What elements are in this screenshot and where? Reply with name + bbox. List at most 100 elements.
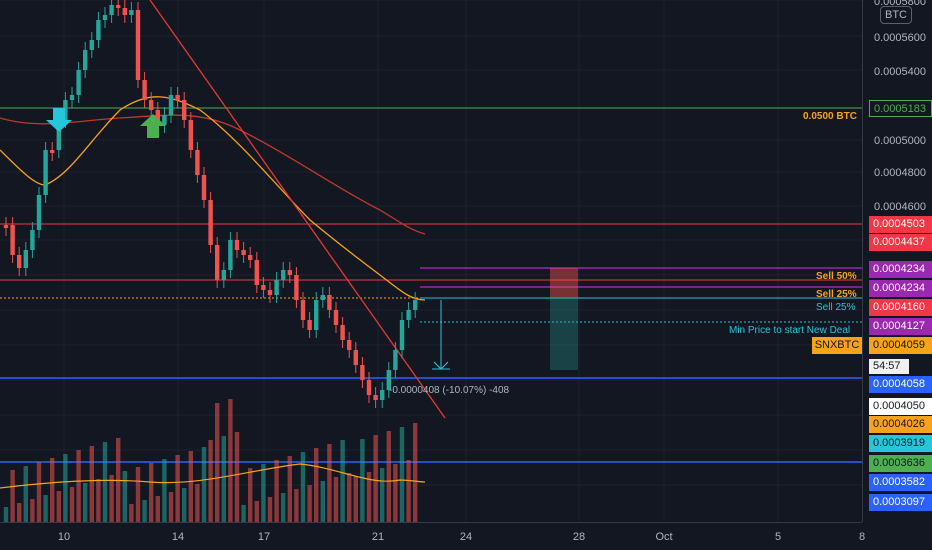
volume-bar [188, 451, 193, 522]
candle-body [406, 310, 411, 320]
candle-body [314, 300, 319, 330]
volume-bar [102, 442, 108, 522]
price-badge: 0.0003097 [869, 494, 932, 511]
volume-bar [149, 463, 154, 522]
volume-bar [294, 489, 299, 522]
volume-bar [314, 448, 319, 522]
candle-body [43, 150, 48, 195]
time-label: Oct [655, 531, 673, 543]
volume-bar [373, 435, 378, 522]
time-axis[interactable]: 10 14 17 21 24 28 Oct 5 8 [0, 522, 865, 550]
volume-bar [333, 477, 339, 522]
candle-body [168, 95, 174, 115]
candle-body [373, 395, 378, 400]
candle-body [17, 255, 22, 268]
candle-body [327, 295, 332, 310]
volume-bar [36, 462, 42, 522]
volume-bar [69, 487, 75, 522]
candle-body [116, 5, 121, 8]
volume-bar [162, 459, 167, 522]
volume-bar [347, 473, 352, 522]
price-badge: 0.0004059 [869, 337, 932, 354]
volume-bar [89, 446, 94, 522]
candle-body [228, 240, 233, 270]
volume-bar [135, 467, 141, 522]
candle-body [386, 370, 391, 390]
candle-body [413, 300, 418, 310]
price-scale[interactable]: 0.0005800 0.0005600 0.0005400 0.0005000 … [862, 0, 932, 522]
down-arrow-icon [46, 108, 72, 132]
volume-bar [3, 507, 9, 522]
price-badge: 0.0004058 [869, 376, 932, 393]
candle-body [215, 245, 220, 280]
candle-body [287, 270, 292, 275]
price-tick: 0.0005400 [874, 66, 926, 78]
candle-body [83, 50, 88, 70]
price-badge: 0.0004050 [869, 398, 932, 415]
volume-bar [267, 497, 273, 522]
volume-bar [168, 492, 174, 522]
volume-bar [23, 466, 28, 522]
target-line-label: 0.0500 BTC [803, 111, 857, 122]
volume-bar [353, 476, 358, 522]
volume-bar [83, 483, 88, 522]
candle-body [300, 300, 306, 320]
candle-body [175, 95, 180, 100]
candle-body [201, 175, 207, 200]
candle-body [320, 295, 325, 300]
candle-body [241, 250, 246, 255]
price-tick: 0.0005600 [874, 32, 926, 44]
volume-bar [215, 403, 220, 522]
candle-body [89, 40, 94, 50]
sell-25-label-secondary: Sell 25% [816, 302, 856, 313]
time-label: 14 [171, 531, 185, 543]
profit-zone [550, 268, 578, 298]
price-badge: 0.0005183 [869, 100, 932, 117]
candle-body [234, 240, 240, 250]
volume-bar [10, 470, 15, 522]
candle-body [129, 10, 134, 15]
candle-body [96, 20, 101, 40]
candle-body [340, 325, 345, 340]
price-badge: 0.0004234 [869, 280, 932, 297]
ma-fast-line [0, 96, 426, 301]
currency-tag[interactable]: BTC [880, 6, 912, 24]
candle-body [281, 270, 286, 280]
volume-bar [122, 471, 127, 522]
candle-body [399, 320, 405, 350]
measure-label: -0.0000408 (-10.07%) -408 [389, 385, 510, 396]
candle-body [56, 120, 61, 150]
candle-body [182, 100, 187, 120]
volume-bar [241, 505, 246, 522]
candle-body [36, 195, 42, 230]
candle-body [254, 260, 259, 285]
volume-bar [142, 500, 147, 522]
volume-bar [393, 464, 398, 522]
price-badge: 0.0003636 [869, 455, 932, 472]
volume-bar [175, 455, 180, 522]
volume-bar [129, 504, 134, 522]
price-tick: 0.0004600 [874, 201, 926, 213]
price-badge: 0.0004026 [869, 416, 932, 433]
time-label: 5 [774, 531, 782, 543]
candle-body [3, 225, 9, 228]
candle-body [208, 200, 213, 245]
volume-bar [96, 479, 101, 522]
candle-body [142, 80, 147, 100]
price-tick: 0.0005800 [874, 0, 926, 8]
up-arrow-icon [140, 114, 166, 138]
candle-body [248, 255, 253, 260]
candle-body [135, 10, 141, 80]
volume-bar [307, 485, 312, 522]
volume-bar [406, 460, 411, 522]
volume-bar [228, 399, 233, 522]
candle-body [23, 250, 28, 268]
symbol-label: SNXBTC [812, 337, 862, 354]
candle-body [347, 340, 352, 350]
volume-bar [234, 432, 240, 522]
volume-bar [208, 440, 213, 522]
candle-body [69, 95, 75, 100]
volume-bar [340, 440, 345, 522]
candle-body [333, 310, 339, 325]
